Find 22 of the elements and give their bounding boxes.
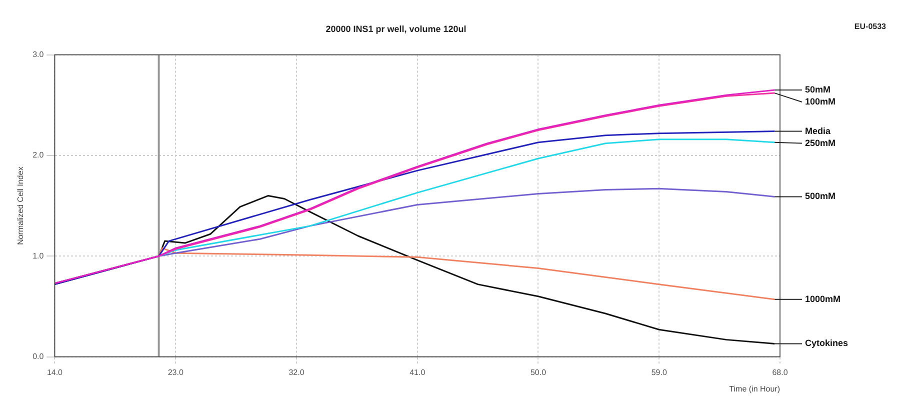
text: 500mM bbox=[805, 191, 836, 202]
x-axis-title: Time (in Hour) bbox=[729, 384, 780, 394]
y-axis-title: Normalized Cell Index bbox=[16, 166, 26, 245]
text: 100mM bbox=[805, 96, 836, 107]
y-tick-label: 3.0 bbox=[32, 50, 44, 60]
chart-title: 20000 INS1 pr well, volume 120ul bbox=[326, 24, 466, 34]
x-tick-label: 41.0 bbox=[410, 368, 426, 377]
y-tick-label: 2.0 bbox=[32, 150, 44, 160]
x-tick-label: 59.0 bbox=[651, 368, 668, 377]
x-tick-label: 14.0 bbox=[46, 368, 64, 377]
x-tick-label: 23.0 bbox=[168, 368, 184, 377]
x-tick-label: 32.0 bbox=[288, 368, 305, 377]
text: EU-0533 bbox=[854, 22, 886, 31]
text: Media bbox=[805, 126, 832, 136]
x-tick-label: 68.0 bbox=[772, 368, 788, 377]
x-tick-label: 50.0 bbox=[530, 368, 547, 377]
text: 50mM bbox=[805, 84, 831, 95]
y-tick-label: 1.0 bbox=[32, 251, 44, 260]
text: 1000mM bbox=[805, 294, 841, 304]
text: 250mM bbox=[805, 138, 836, 148]
y-tick-label: 0.0 bbox=[32, 352, 44, 362]
text: Cytokines bbox=[805, 338, 848, 348]
